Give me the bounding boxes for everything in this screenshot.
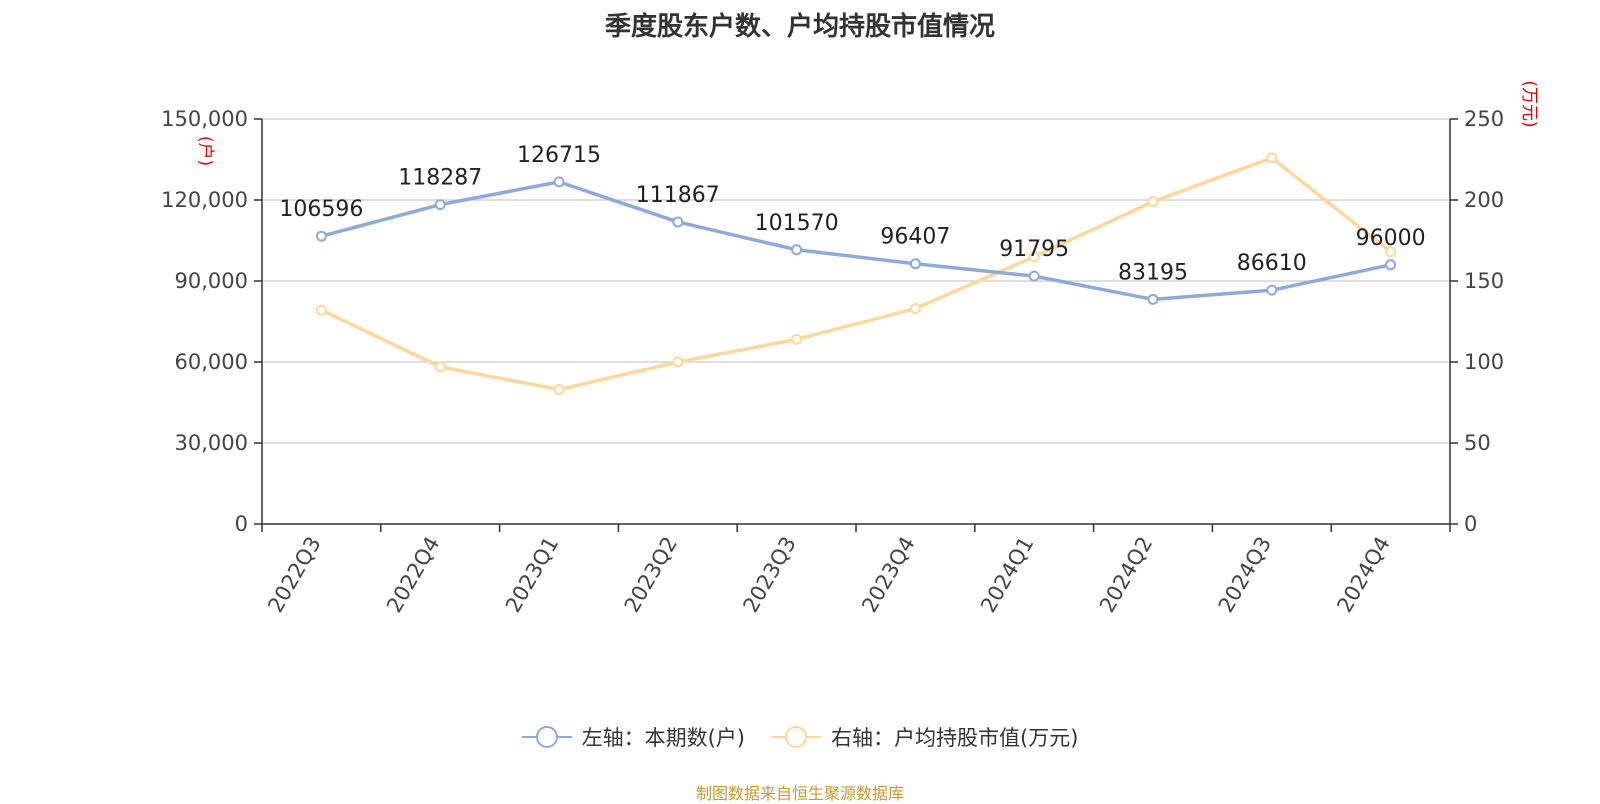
data-labels: 106596 118287 126715 111867 101570 96407 91795…: [279, 143, 1425, 286]
data-label: 111867: [636, 183, 720, 208]
data-point-left: [1028, 270, 1040, 282]
y-left-tick-label: 0: [235, 512, 248, 536]
series-line-left: [320, 180, 1391, 302]
y-left-tick-label: 90,000: [175, 269, 248, 293]
data-point-right: [791, 333, 803, 345]
data-label: 126715: [517, 143, 601, 168]
data-point-left: [1385, 259, 1397, 271]
axes: [254, 118, 1458, 532]
data-label: 91795: [999, 237, 1069, 262]
data-point-left: [909, 258, 921, 270]
data-point-right: [1028, 251, 1040, 263]
x-tick-labels: 2022Q3 2022Q4 2023Q1 2023Q2 2023Q3 2023Q4 2024…: [263, 533, 1395, 617]
y-right-tick-label: 100: [1464, 350, 1504, 374]
series-line-right: [320, 156, 1392, 392]
data-point-left: [434, 199, 446, 211]
x-tick-label: 2024Q4: [1332, 533, 1394, 617]
y-left-unit: (户): [195, 136, 215, 166]
x-tick-label: 2023Q2: [620, 533, 682, 617]
legend-line-circle-icon: [521, 726, 572, 748]
x-tick-label: 2023Q3: [738, 533, 800, 617]
data-label: 118287: [398, 166, 482, 191]
data-label: 106596: [279, 197, 363, 222]
y-right-tick-labels: 0 50 100 150 200 250: [1464, 107, 1504, 536]
data-point-right: [672, 356, 684, 368]
y-right-unit: (万元): [1519, 80, 1539, 127]
x-tick-label: 2024Q2: [1095, 533, 1157, 617]
y-left-tick-label: 120,000: [161, 188, 248, 212]
x-tick-label: 2024Q1: [976, 533, 1038, 617]
data-point-right: [434, 361, 446, 373]
source-note: 制图数据来自恒生聚源数据库: [695, 784, 904, 803]
data-point-right: [553, 384, 565, 396]
x-tick-label: 2022Q4: [382, 533, 444, 617]
legend-label-right: 右轴：户均持股市值(万元): [831, 726, 1079, 750]
legend: 左轴：本期数(户) 右轴：户均持股市值(万元): [0, 722, 1600, 752]
y-right-tick-label: 250: [1464, 107, 1504, 131]
x-tick-label: 2024Q3: [1214, 533, 1276, 617]
data-point-left: [1147, 293, 1159, 305]
series-lines: [315, 152, 1397, 396]
data-label: 96000: [1356, 226, 1426, 251]
data-point-left: [315, 230, 327, 242]
data-label: 86610: [1237, 251, 1307, 276]
y-left-tick-label: 30,000: [175, 431, 248, 455]
data-label: 101570: [755, 211, 839, 236]
data-point-right: [909, 303, 921, 315]
data-label: 83195: [1118, 260, 1188, 285]
data-point-left: [1266, 284, 1278, 296]
data-point-right: [1266, 152, 1278, 164]
y-left-tick-label: 60,000: [175, 350, 248, 374]
legend-item-right[interactable]: 右轴：户均持股市值(万元): [771, 722, 1078, 752]
x-tick-label: 2023Q4: [857, 533, 919, 617]
y-right-tick-label: 0: [1464, 512, 1477, 536]
data-point-left: [791, 244, 803, 256]
data-point-left: [553, 176, 565, 188]
line-chart: 0 30,000 60,000 90,000 120,000 150,000 0 50 100…: [161, 80, 1539, 617]
data-point-left: [672, 216, 684, 228]
x-tick-label: 2023Q1: [501, 533, 563, 617]
data-point-right: [1147, 196, 1159, 208]
y-right-tick-label: 200: [1464, 188, 1504, 212]
legend-label-left: 左轴：本期数(户): [581, 726, 745, 750]
data-point-right: [315, 304, 327, 316]
data-point-right: [1385, 246, 1397, 258]
chart-title: 季度股东户数、户均持股市值情况: [604, 12, 995, 42]
legend-item-left[interactable]: 左轴：本期数(户): [521, 722, 745, 752]
x-tick-label: 2022Q3: [263, 533, 325, 617]
y-right-tick-label: 50: [1464, 431, 1491, 455]
y-left-tick-labels: 0 30,000 60,000 90,000 120,000 150,000: [161, 107, 248, 536]
y-left-tick-label: 150,000: [161, 107, 248, 131]
legend-line-circle-icon: [771, 726, 821, 748]
y-right-tick-label: 150: [1464, 269, 1504, 293]
data-label: 96407: [880, 225, 950, 250]
